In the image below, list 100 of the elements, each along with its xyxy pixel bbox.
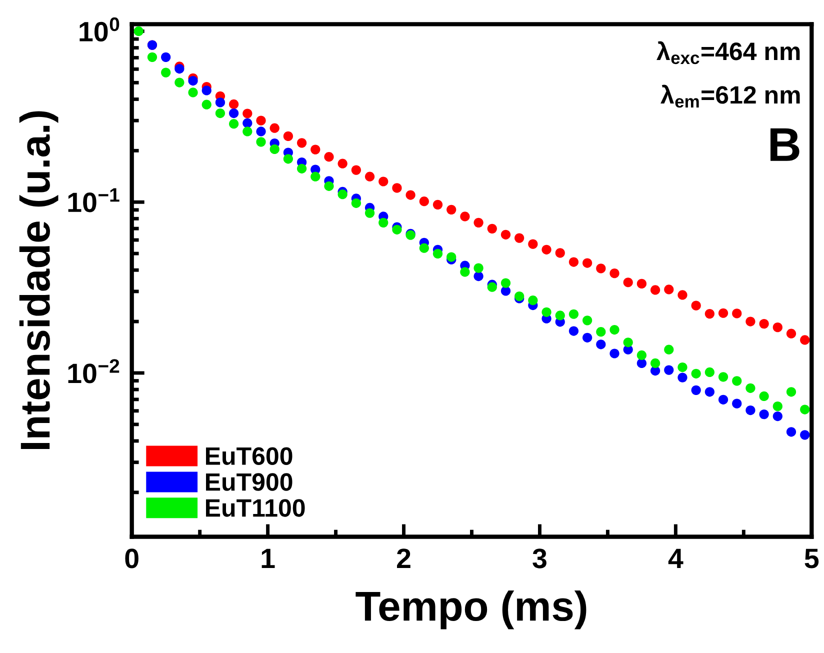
point xyxy=(161,52,171,62)
point xyxy=(202,100,212,110)
point xyxy=(678,372,688,382)
point xyxy=(582,332,592,342)
point xyxy=(610,268,620,278)
point xyxy=(514,233,524,243)
point xyxy=(296,164,307,174)
point xyxy=(691,300,701,310)
point xyxy=(202,86,212,96)
point xyxy=(188,76,198,86)
x-tick-label: 3 xyxy=(532,548,546,568)
annotation: λ$_{exc}$=464 nm xyxy=(656,41,800,64)
point xyxy=(283,131,294,142)
point xyxy=(378,218,388,228)
point xyxy=(364,208,375,218)
point xyxy=(174,78,184,88)
point xyxy=(474,271,484,282)
point xyxy=(392,183,402,193)
y-tick-label: 10$^{−1}$ xyxy=(68,188,120,212)
point xyxy=(229,108,239,118)
point xyxy=(542,307,552,317)
point xyxy=(351,165,361,175)
point xyxy=(215,108,226,118)
point xyxy=(555,248,565,258)
y-axis-title: Intensidade (u.a.) xyxy=(19,111,58,449)
point xyxy=(732,398,742,408)
annotation: B xyxy=(770,128,800,161)
point xyxy=(528,296,538,306)
point xyxy=(474,263,484,273)
point xyxy=(678,290,688,300)
point xyxy=(772,322,782,332)
point xyxy=(718,308,728,318)
point xyxy=(514,291,524,302)
point xyxy=(500,278,511,288)
point xyxy=(446,204,456,214)
point xyxy=(406,190,416,200)
x-tick-label: 2 xyxy=(397,548,410,568)
point xyxy=(161,68,171,78)
legend-label: EuT600 xyxy=(206,447,292,465)
point xyxy=(596,327,606,337)
point xyxy=(256,116,266,126)
point xyxy=(800,404,810,414)
point xyxy=(678,362,688,372)
x-tick-label: 1 xyxy=(262,548,275,568)
x-tick-label: 0 xyxy=(125,548,138,568)
point xyxy=(324,152,334,162)
point xyxy=(174,64,184,74)
point xyxy=(704,308,714,319)
point xyxy=(610,324,620,335)
point xyxy=(528,239,538,249)
point xyxy=(746,316,756,326)
point xyxy=(310,144,320,154)
point xyxy=(446,252,456,262)
point xyxy=(324,181,334,191)
point xyxy=(338,158,348,168)
point xyxy=(759,409,769,420)
point xyxy=(310,172,320,182)
point xyxy=(215,98,226,108)
point xyxy=(242,126,252,136)
point xyxy=(242,108,252,118)
point xyxy=(691,385,701,395)
point xyxy=(596,340,606,350)
point xyxy=(296,138,307,148)
point xyxy=(746,405,756,416)
point xyxy=(664,344,674,354)
point xyxy=(392,224,402,234)
point xyxy=(555,310,565,320)
point xyxy=(704,367,714,378)
point xyxy=(718,394,728,404)
point xyxy=(636,358,646,368)
point xyxy=(704,387,714,397)
point xyxy=(351,198,361,208)
point xyxy=(786,387,796,397)
point xyxy=(364,172,375,182)
point xyxy=(800,335,810,345)
legend-label: EuT1100 xyxy=(206,499,305,517)
point xyxy=(610,348,620,358)
point xyxy=(419,243,429,253)
point xyxy=(270,123,280,133)
point xyxy=(732,376,742,386)
point xyxy=(134,26,144,36)
point xyxy=(542,244,552,254)
point xyxy=(691,368,701,378)
annotation: λ$_{em}$=612 nm xyxy=(660,84,800,108)
point xyxy=(229,99,239,110)
x-tick-label: 5 xyxy=(804,548,819,568)
point xyxy=(718,372,728,382)
point xyxy=(487,282,497,292)
point xyxy=(568,257,579,267)
x-axis-title: Tempo (ms) xyxy=(356,590,586,630)
point xyxy=(460,212,470,222)
point xyxy=(664,365,674,375)
point xyxy=(487,224,497,234)
point xyxy=(460,267,470,277)
point xyxy=(256,137,266,147)
point xyxy=(623,338,633,348)
point xyxy=(270,144,280,154)
point xyxy=(283,154,294,164)
y-tick-label: 10$^{−2}$ xyxy=(68,359,120,384)
point xyxy=(188,88,198,98)
